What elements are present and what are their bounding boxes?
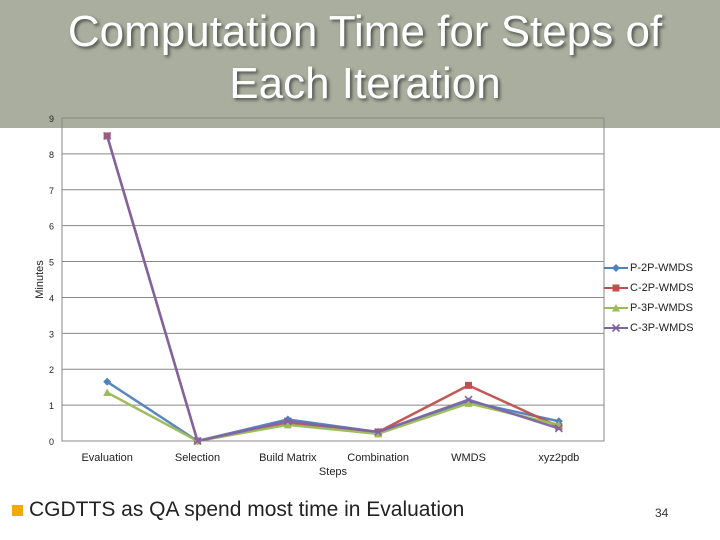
- x-tick-label: WMDS: [451, 452, 486, 464]
- x-tick-label: Selection: [175, 452, 220, 464]
- title-band: [0, 0, 720, 128]
- data-point-c-3p-wmds: [464, 395, 473, 404]
- y-tick-label: 6: [49, 222, 54, 232]
- series-line-c-2p-wmds: [105, 135, 560, 443]
- bullet-text: CGDTTS as QA spend most time in Evaluati…: [29, 498, 465, 521]
- series-line-p-3p-wmds: [106, 391, 560, 443]
- y-axis-title: Minutes: [34, 260, 46, 299]
- data-point-p-3p-wmds: [283, 420, 292, 429]
- data-point-c-2p-wmds: [465, 381, 472, 389]
- data-point-p-3p-wmds: [374, 429, 383, 438]
- x-tick-label: Evaluation: [81, 452, 132, 464]
- legend-swatch-icon: [604, 284, 628, 292]
- bullet-point: CGDTTS as QA spend most time in Evaluati…: [12, 498, 464, 522]
- y-tick-label: 8: [49, 150, 54, 160]
- data-point-p-3p-wmds: [103, 388, 112, 397]
- legend-item: C-2P-WMDS: [604, 280, 714, 300]
- y-tick-label: 5: [49, 258, 54, 268]
- legend-item: P-2P-WMDS: [604, 260, 714, 280]
- data-point-c-3p-wmds: [374, 427, 383, 437]
- legend-swatch-icon: [604, 323, 628, 333]
- bullet-marker-icon: [12, 504, 23, 516]
- legend-label: P-3P-WMDS: [630, 302, 693, 314]
- data-point-c-3p-wmds: [283, 417, 292, 426]
- y-tick-label: 4: [49, 293, 54, 303]
- y-tick-label: 0: [49, 437, 54, 447]
- y-tick-label: 7: [49, 186, 54, 196]
- data-point-c-3p-wmds: [103, 131, 112, 141]
- data-point-c-3p-wmds: [193, 436, 202, 446]
- data-point-c-3p-wmds: [554, 424, 563, 433]
- data-point-p-2p-wmds: [103, 377, 112, 386]
- x-tick-label: xyz2pdb: [538, 452, 579, 464]
- chart-legend: P-2P-WMDS C-2P-WMDS P-3P-WMDS C-3P-WMDS: [604, 260, 714, 340]
- legend-item: P-3P-WMDS: [604, 300, 714, 320]
- legend-label: C-3P-WMDS: [630, 322, 694, 334]
- plot-area: [61, 117, 605, 442]
- data-point-p-3p-wmds: [464, 399, 473, 407]
- x-tick-label: Build Matrix: [259, 452, 317, 464]
- series-line-p-2p-wmds: [106, 380, 560, 443]
- legend-swatch-icon: [604, 304, 628, 312]
- legend-label: P-2P-WMDS: [630, 262, 693, 274]
- y-tick-label: 2: [49, 365, 54, 375]
- x-axis-title: Steps: [319, 466, 348, 478]
- legend-swatch-icon: [604, 264, 628, 272]
- legend-label: C-2P-WMDS: [630, 282, 694, 294]
- slide-number: 34: [655, 506, 669, 520]
- slide-title: Computation Time for Steps of Each Itera…: [67, 7, 663, 108]
- legend-item: C-3P-WMDS: [604, 320, 714, 340]
- y-tick-label: 9: [49, 114, 54, 124]
- series-line-c-3p-wmds: [105, 135, 560, 443]
- y-tick-label: 1: [49, 401, 54, 411]
- y-tick-label: 3: [49, 329, 54, 339]
- x-tick-label: Combination: [347, 452, 409, 464]
